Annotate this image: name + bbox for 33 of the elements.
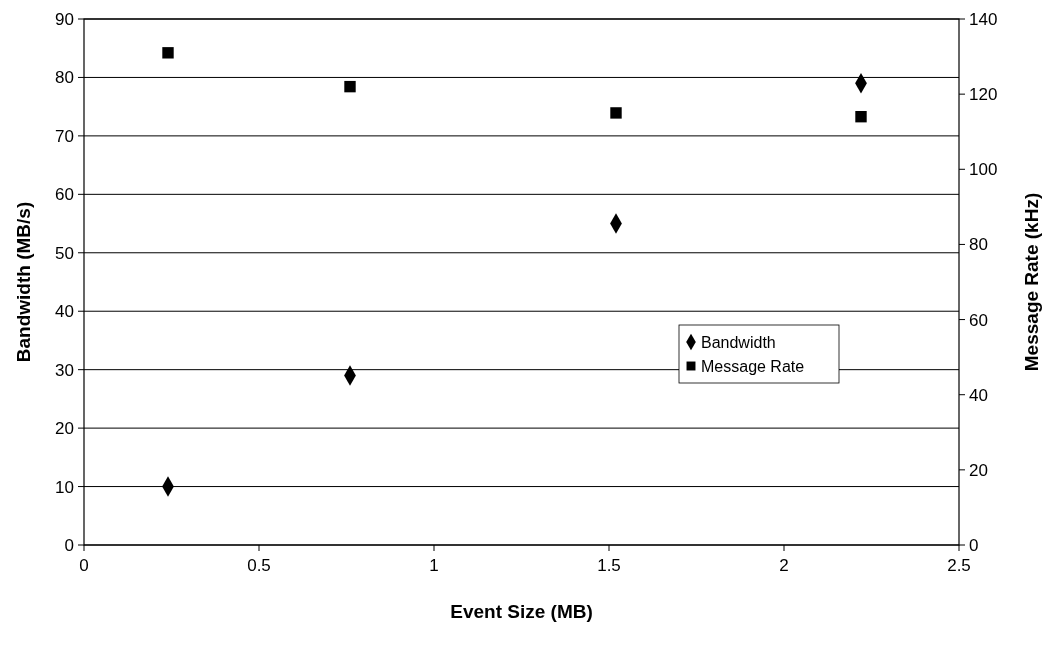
y2-tick-label: 40 (969, 385, 988, 405)
y-tick-label: 10 (55, 477, 74, 497)
y-tick-label: 80 (55, 68, 74, 88)
y2-tick-label: 140 (969, 10, 998, 29)
x-tick-label: 2.5 (947, 556, 971, 575)
y2-tick-label: 100 (969, 160, 998, 180)
x-tick-label: 1.5 (597, 556, 621, 575)
point (344, 80, 356, 93)
y-tick-label: 60 (55, 185, 74, 205)
y-tick-label: 20 (55, 419, 74, 439)
y2-tick-label: 20 (969, 460, 988, 480)
point (610, 107, 622, 119)
y2-tick-label: 80 (969, 235, 988, 255)
y-tick-label: 40 (55, 302, 74, 322)
y-tick-label: 70 (55, 126, 74, 146)
x-axis-title: Event Size (MB) (450, 601, 593, 622)
x-tick-label: 0.5 (247, 556, 271, 575)
x-tick-label: 2 (779, 556, 789, 575)
legend-label: Bandwidth (701, 334, 776, 351)
y2-axis-title: Message Rate (kHz) (1021, 192, 1042, 372)
y-tick-label: 50 (55, 243, 74, 263)
y2-tick-label: 60 (969, 310, 988, 330)
y-tick-label: 30 (55, 360, 74, 380)
y-tick-label: 90 (55, 10, 74, 29)
y2-tick-label: 0 (969, 536, 979, 555)
y-tick-label: 0 (64, 536, 74, 555)
y-axis-title: Bandwidth (MB/s) (13, 201, 34, 363)
x-tick-label: 0 (79, 556, 89, 575)
point (162, 47, 174, 59)
y2-tick-label: 120 (969, 85, 998, 105)
point (855, 110, 867, 123)
legend-label: Message Rate (701, 358, 805, 375)
x-tick-label: 1 (429, 556, 439, 575)
